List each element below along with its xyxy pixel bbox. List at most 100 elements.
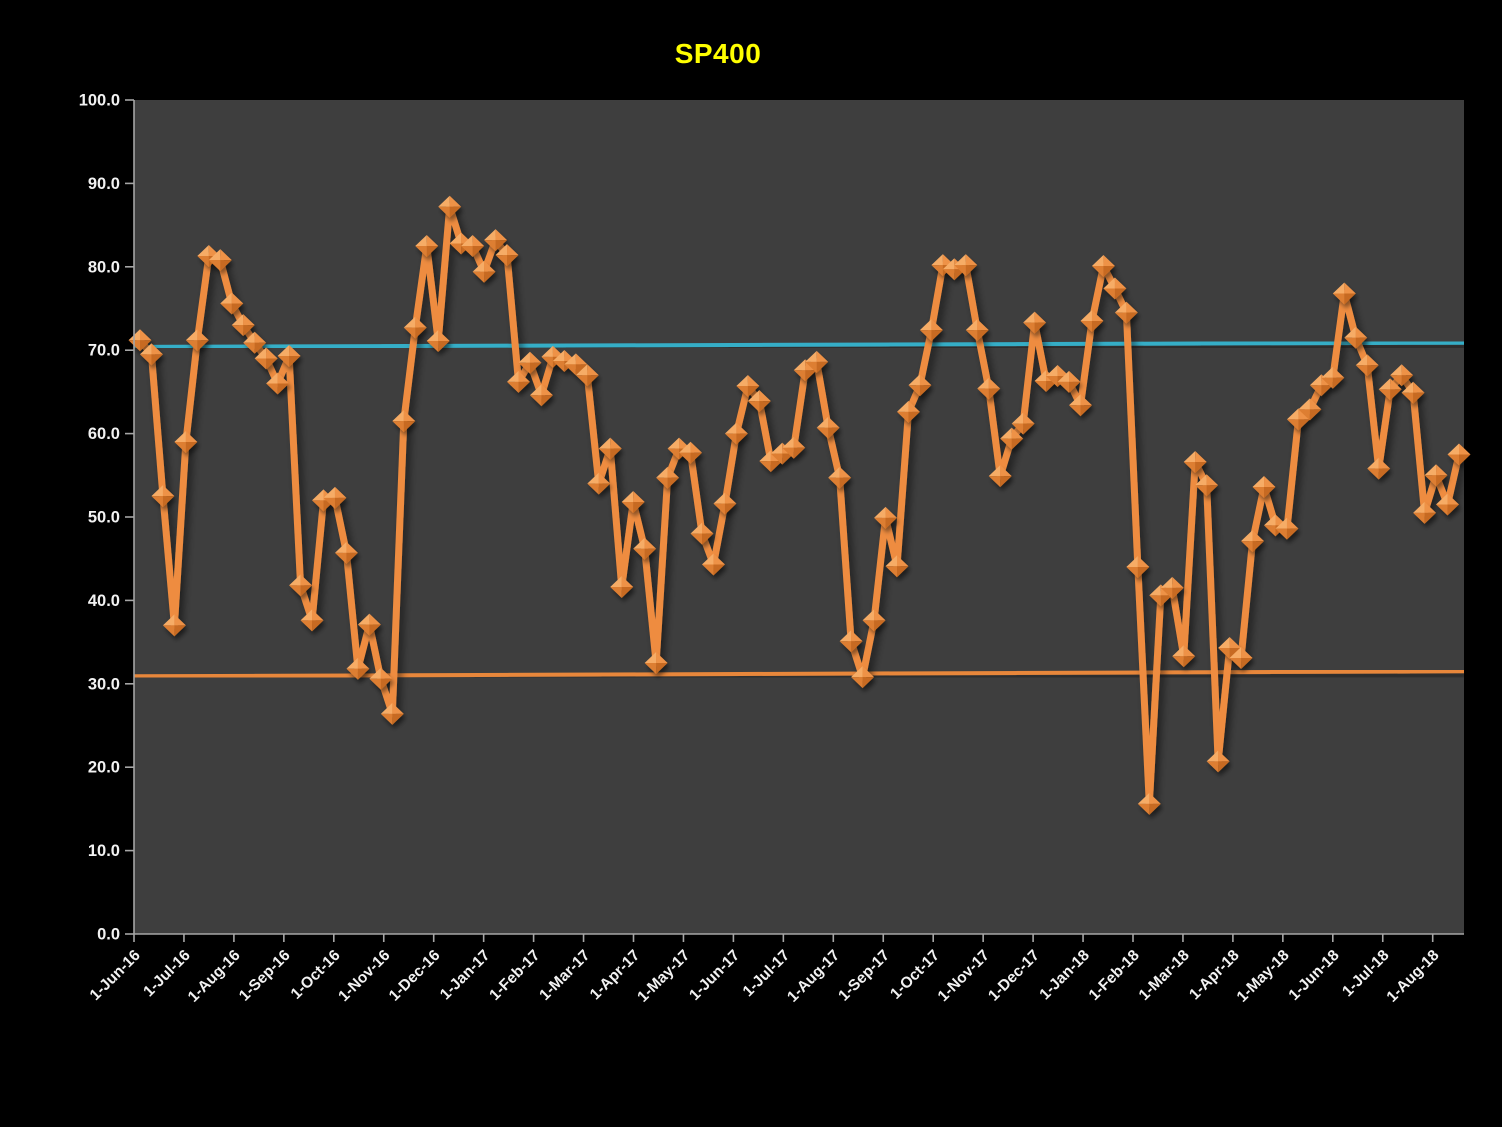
data-point-marker — [151, 485, 175, 508]
data-point-marker — [713, 492, 737, 515]
data-point-marker — [701, 553, 725, 576]
data-point-marker — [1172, 645, 1196, 668]
data-point-marker — [633, 537, 657, 560]
data-point-marker — [461, 234, 485, 257]
data-point-marker — [346, 657, 370, 680]
x-axis-label: 1-Nov-17 — [935, 947, 993, 1005]
data-point-marker — [277, 345, 301, 368]
data-point-marker — [300, 609, 324, 632]
x-axis-label: 1-Jun-18 — [1286, 947, 1343, 1004]
x-axis-label: 1-Dec-17 — [985, 947, 1043, 1005]
y-axis-label: 100.0 — [79, 92, 120, 110]
data-point-marker — [231, 314, 255, 337]
data-point-marker — [185, 329, 209, 352]
x-axis-label: 1-Mar-18 — [1136, 947, 1193, 1004]
x-axis-label: 1-Jan-17 — [437, 947, 494, 1004]
data-point-marker — [805, 350, 829, 373]
data-point-marker — [736, 375, 760, 398]
y-axis-label: 80.0 — [88, 258, 120, 276]
data-point-marker — [644, 651, 668, 674]
data-point-marker — [874, 506, 898, 529]
data-point-marker — [1424, 464, 1448, 487]
data-point-marker — [1183, 450, 1207, 473]
x-axis-label: 1-Jan-18 — [1036, 947, 1093, 1004]
data-point-marker — [839, 630, 863, 653]
data-point-marker — [1390, 364, 1414, 387]
data-point-marker — [403, 316, 427, 339]
data-point-marker — [862, 609, 886, 632]
data-point-marker — [908, 374, 932, 397]
data-point-marker — [174, 430, 198, 453]
data-point-marker — [1309, 374, 1333, 397]
data-point-marker — [1401, 381, 1425, 404]
data-point-marker — [162, 614, 186, 637]
y-axis-label: 0.0 — [97, 926, 120, 944]
data-point-marker — [1011, 412, 1035, 435]
data-point-marker — [438, 195, 462, 218]
data-point-marker — [575, 364, 599, 387]
data-point-marker — [1413, 501, 1437, 524]
data-point-marker — [1229, 646, 1253, 669]
x-axis-label: 1-Aug-16 — [185, 947, 244, 1006]
x-axis-label: 1-Feb-17 — [486, 947, 543, 1004]
data-point-marker — [965, 319, 989, 342]
data-point-marker — [988, 465, 1012, 488]
data-point-marker — [1206, 750, 1230, 773]
data-point-marker — [851, 666, 875, 689]
data-point-marker — [610, 576, 634, 599]
data-point-marker — [484, 229, 508, 252]
data-point-marker — [896, 400, 920, 423]
data-point-marker — [1252, 475, 1276, 498]
data-point-marker — [518, 351, 542, 374]
y-axis-label: 60.0 — [88, 425, 120, 443]
data-point-marker — [1126, 556, 1150, 579]
data-point-marker — [1023, 311, 1047, 334]
data-point-marker — [472, 260, 496, 283]
data-point-marker — [1355, 354, 1379, 377]
data-point-marker — [243, 331, 267, 354]
data-point-marker — [747, 390, 771, 413]
data-point-marker — [1241, 530, 1265, 553]
data-point-marker — [506, 370, 530, 393]
y-axis-label: 40.0 — [88, 592, 120, 610]
data-point-marker — [724, 422, 748, 445]
data-point-marker — [828, 466, 852, 489]
data-point-marker — [495, 244, 519, 267]
data-point-marker — [289, 574, 313, 597]
x-axis-label: 1-Sep-16 — [236, 947, 294, 1005]
data-point-marker — [208, 249, 232, 272]
data-point-marker — [690, 522, 714, 545]
data-point-marker — [552, 350, 576, 373]
data-point-marker — [816, 416, 840, 439]
x-axis-label: 1-Feb-18 — [1086, 947, 1143, 1004]
data-point-marker — [679, 441, 703, 464]
data-point-marker — [1378, 378, 1402, 401]
data-point-marker — [1367, 457, 1391, 480]
data-point-marker — [369, 667, 393, 690]
data-point-marker — [254, 347, 278, 370]
data-point-marker — [1275, 517, 1299, 540]
x-axis-label: 1-Sep-17 — [835, 947, 893, 1005]
y-axis-label: 30.0 — [88, 675, 120, 693]
data-point-marker — [1160, 576, 1184, 599]
x-axis-label: 1-Aug-18 — [1384, 947, 1443, 1006]
chart-title: SP400 — [674, 38, 762, 69]
data-point-marker — [529, 384, 553, 407]
y-axis-label: 50.0 — [88, 509, 120, 527]
y-axis-label: 70.0 — [88, 342, 120, 360]
data-point-marker — [1436, 493, 1460, 516]
data-point-marker — [1103, 277, 1127, 300]
data-point-marker — [919, 319, 943, 342]
data-point-marker — [621, 490, 645, 513]
upper-control-line — [133, 340, 1465, 349]
x-axis-label: 1-Nov-16 — [335, 947, 394, 1006]
data-point-marker — [1114, 301, 1138, 324]
data-point-marker — [656, 466, 680, 489]
data-point-marker — [323, 486, 347, 509]
data-point-marker — [1344, 326, 1368, 349]
x-axis-label: 1-Jun-17 — [686, 947, 743, 1004]
x-axis-label: 1-Aug-17 — [784, 947, 843, 1006]
data-point-marker — [759, 450, 783, 473]
